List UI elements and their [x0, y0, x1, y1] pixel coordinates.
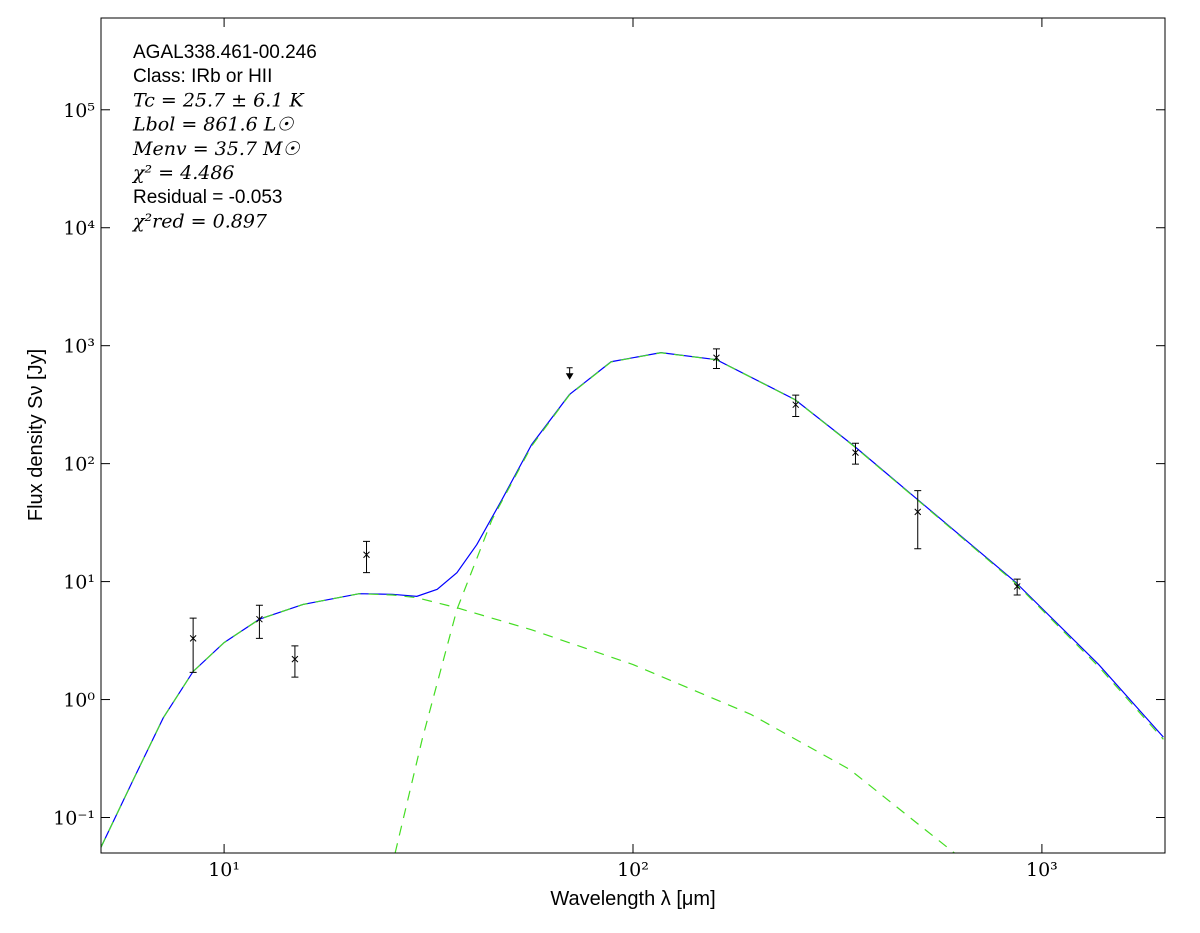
annotation: Tc = 25.7 ± 6.1 K [133, 89, 305, 111]
data-point [189, 635, 197, 642]
annotation: χ² = 4.486 [131, 162, 235, 184]
y-tick-label: 10⁵ [63, 100, 95, 122]
error-bar [914, 490, 922, 550]
error-bar [792, 394, 800, 417]
component-curve [101, 593, 955, 853]
data-point [914, 508, 922, 516]
x-tick-label: 10² [617, 859, 649, 881]
plot-area [101, 348, 1164, 853]
y-tick-label: 10⁰ [63, 690, 95, 712]
data-point [1013, 583, 1021, 590]
x-axis-label: Wavelength λ [μm] [550, 888, 715, 910]
annotation: Residual = -0.053 [133, 187, 282, 208]
data-point [852, 449, 859, 456]
error-bar [712, 348, 720, 370]
upper-limit [565, 367, 574, 380]
annotation: AGAL338.461-00.246 [133, 42, 317, 63]
annotation: Class: IRb or HII [133, 66, 272, 87]
x-tick-label: 10¹ [208, 859, 240, 881]
component-curve [394, 352, 1164, 853]
annotation: Lbol = 861.6 L☉ [132, 114, 294, 136]
y-tick-label: 10⁻¹ [53, 807, 95, 829]
data-point [363, 551, 370, 559]
error-bar [363, 540, 371, 574]
error-bar [291, 645, 299, 678]
data-point [713, 354, 720, 362]
error-bar [189, 617, 197, 673]
error-bar [255, 604, 263, 639]
y-axis-label: Flux density Sν [Jy] [25, 349, 47, 521]
data-point [792, 401, 800, 409]
annotation: χ²red = 0.897 [131, 210, 268, 232]
y-tick-label: 10² [63, 454, 95, 476]
y-tick-label: 10⁴ [63, 218, 95, 240]
data-point [291, 655, 299, 663]
error-bar [851, 442, 859, 465]
data-point [256, 615, 263, 623]
annotation: Menv = 35.7 M☉ [132, 138, 300, 160]
y-tick-label: 10³ [63, 336, 95, 358]
x-tick-label: 10³ [1026, 859, 1058, 881]
y-tick-label: 10¹ [63, 572, 95, 594]
